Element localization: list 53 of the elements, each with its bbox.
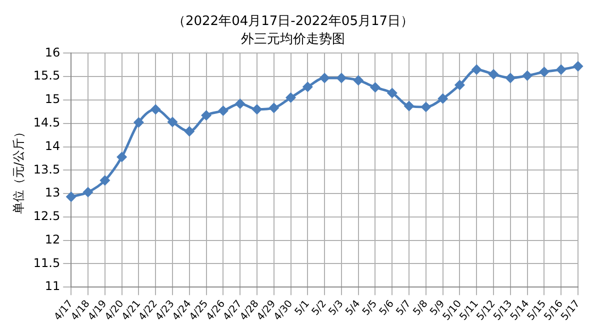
point bbox=[252, 104, 262, 114]
x-tick-label: 5/6 bbox=[378, 298, 396, 318]
point bbox=[150, 104, 160, 114]
x-tick-label: 5/4 bbox=[344, 298, 363, 318]
x-tick-label: 5/7 bbox=[394, 298, 414, 318]
x-tick-label: 5/8 bbox=[411, 298, 430, 318]
point bbox=[573, 62, 583, 72]
point bbox=[488, 70, 498, 79]
point bbox=[387, 88, 397, 98]
point bbox=[370, 82, 380, 92]
point bbox=[336, 73, 346, 83]
point bbox=[302, 82, 312, 92]
chart-title: （2022年04月17日-2022年05月17日） bbox=[172, 14, 414, 30]
y-tick-label: 13 bbox=[44, 186, 60, 200]
point bbox=[438, 94, 448, 104]
y-tick-label: 15.5 bbox=[33, 68, 60, 83]
y-axis-title: 单位（元/公斤） bbox=[11, 126, 26, 214]
point bbox=[286, 92, 296, 102]
point bbox=[235, 98, 245, 108]
point bbox=[320, 73, 330, 83]
point bbox=[506, 73, 516, 83]
point bbox=[218, 106, 228, 116]
y-tick-label: 11.5 bbox=[33, 256, 60, 270]
y-tick-label: 12.5 bbox=[33, 209, 60, 224]
point bbox=[184, 126, 194, 136]
point bbox=[472, 64, 482, 74]
y-tick-label: 11 bbox=[44, 279, 60, 294]
y-tick-label: 15 bbox=[44, 92, 60, 106]
x-tick-label: 5/5 bbox=[360, 298, 380, 318]
x-tick-label: 5/3 bbox=[326, 298, 346, 318]
point bbox=[100, 176, 110, 186]
point bbox=[556, 64, 566, 74]
y-tick-label: 12 bbox=[44, 232, 60, 246]
point bbox=[83, 187, 93, 197]
point bbox=[168, 117, 178, 127]
point bbox=[454, 80, 464, 90]
point bbox=[134, 118, 144, 128]
point bbox=[202, 110, 212, 120]
y-tick-label: 13.5 bbox=[33, 162, 60, 176]
point bbox=[117, 152, 127, 162]
point bbox=[539, 67, 549, 77]
point bbox=[421, 102, 431, 112]
point bbox=[522, 70, 532, 80]
point bbox=[269, 103, 279, 113]
x-tick-label: 5/2 bbox=[310, 298, 329, 318]
point bbox=[354, 76, 364, 86]
y-tick-label: 14.5 bbox=[33, 115, 60, 130]
y-tick-label: 16 bbox=[44, 45, 60, 60]
point bbox=[404, 101, 414, 111]
point bbox=[66, 192, 76, 202]
chart-subtitle: 外三元均价走势图 bbox=[241, 32, 345, 47]
x-tick-label: 5/1 bbox=[293, 298, 312, 318]
y-tick-label: 14 bbox=[44, 138, 60, 153]
